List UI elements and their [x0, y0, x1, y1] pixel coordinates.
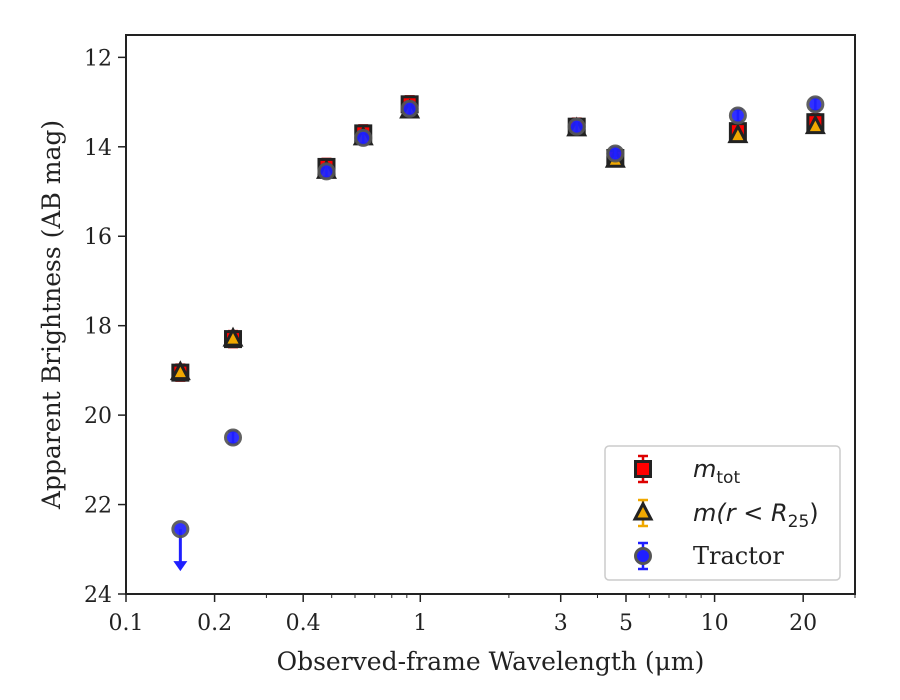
legend: mtot m(r < R25) Tractor	[604, 445, 841, 581]
tractor-point	[354, 128, 373, 147]
x-tick-label: 1	[413, 611, 427, 636]
tractor-point	[606, 144, 625, 163]
y-axis-label: Apparent Brightness (AB mag)	[37, 120, 66, 510]
legend-square-marker	[634, 460, 652, 478]
legend-entry-mr25: m(r < R25)	[632, 498, 819, 532]
y-tick-label: 12	[84, 46, 112, 71]
y-tick-label: 20	[84, 404, 112, 429]
upper-limit-arrow-head	[173, 561, 188, 572]
legend-entry-mtot: mtot	[634, 454, 740, 488]
y-tick-label: 18	[84, 315, 112, 340]
legend-label: mtot	[693, 455, 740, 488]
tractor-point	[224, 428, 243, 447]
x-tick-label: 3	[554, 611, 568, 636]
legend-box	[604, 445, 841, 581]
tractor-point	[171, 520, 190, 539]
axis-ticks: 0.1 0.2 0.4 1 3 5 10 20 12 14 16 18 20 22 24	[84, 46, 856, 636]
y-tick-label: 16	[84, 225, 112, 250]
tractor-point	[806, 95, 825, 114]
mr25-point	[727, 123, 749, 144]
tractor-point	[567, 117, 586, 136]
legend-entry-tractor: Tractor	[634, 541, 784, 571]
x-tick-label: 10	[701, 611, 729, 636]
mr25-point	[804, 114, 826, 135]
data-marks	[169, 95, 826, 572]
x-tick-label: 0.1	[109, 611, 144, 636]
x-tick-label: 5	[619, 611, 633, 636]
x-tick-label: 20	[789, 611, 817, 636]
tractor-point	[728, 106, 747, 125]
legend-circle-marker	[634, 547, 652, 565]
series-tractor	[171, 95, 825, 572]
legend-triangle-marker	[632, 500, 654, 521]
legend-label: Tractor	[693, 542, 784, 570]
mr25-point	[222, 326, 244, 347]
series-mtot	[171, 95, 825, 382]
x-tick-label: 0.2	[197, 611, 232, 636]
mr25-point	[169, 360, 191, 381]
y-tick-label: 14	[84, 136, 112, 161]
legend-label: m(r < R25)	[693, 499, 819, 532]
series-mr25	[169, 98, 826, 381]
x-axis-label: Observed-frame Wavelength (μm)	[277, 647, 705, 676]
tractor-point	[400, 99, 419, 118]
plot-frame	[125, 34, 856, 595]
x-tick-label: 0.4	[286, 611, 321, 636]
tractor-point	[317, 162, 336, 181]
y-tick-label: 24	[84, 583, 112, 608]
y-tick-label: 22	[84, 494, 112, 519]
